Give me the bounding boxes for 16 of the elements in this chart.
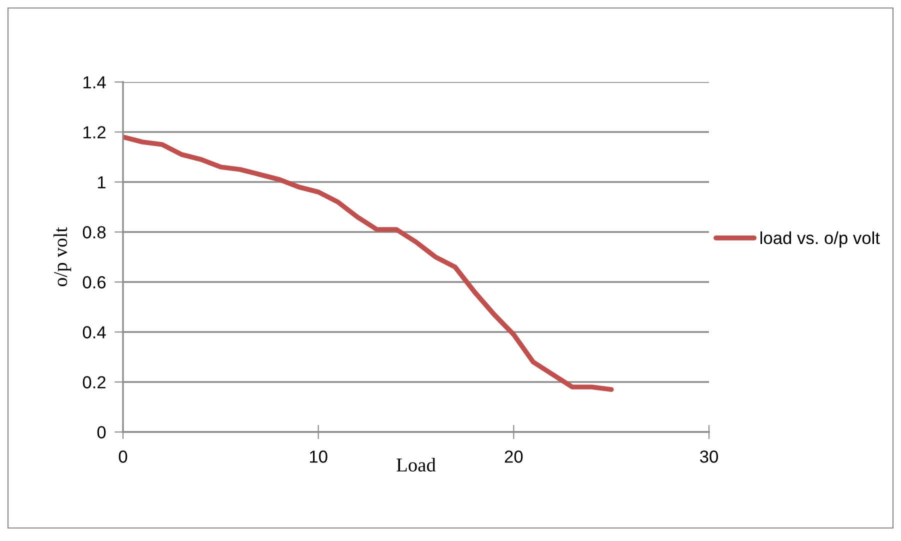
- x-axis-title: Load: [396, 458, 436, 472]
- y-tick-label: 0.4: [82, 326, 106, 338]
- y-tick-label: 1: [98, 176, 106, 188]
- y-axis-title: o/p volt: [53, 227, 72, 286]
- legend-label: load vs. o/p volt: [760, 231, 880, 248]
- y-tick-label: 0.2: [82, 376, 106, 388]
- y-tick-label: 0.8: [82, 226, 106, 238]
- y-tick-label: 0.6: [82, 276, 106, 288]
- x-tick-label: 10: [310, 450, 328, 463]
- x-tick-label: 20: [504, 450, 523, 463]
- y-tick-label: 0: [97, 426, 106, 438]
- y-tick-label: 1.4: [84, 76, 106, 88]
- line-series: [123, 134, 614, 392]
- y-tick-label: 1.2: [84, 126, 106, 138]
- x-tick-label: 0: [118, 450, 128, 463]
- x-tick-label: 30: [700, 450, 718, 463]
